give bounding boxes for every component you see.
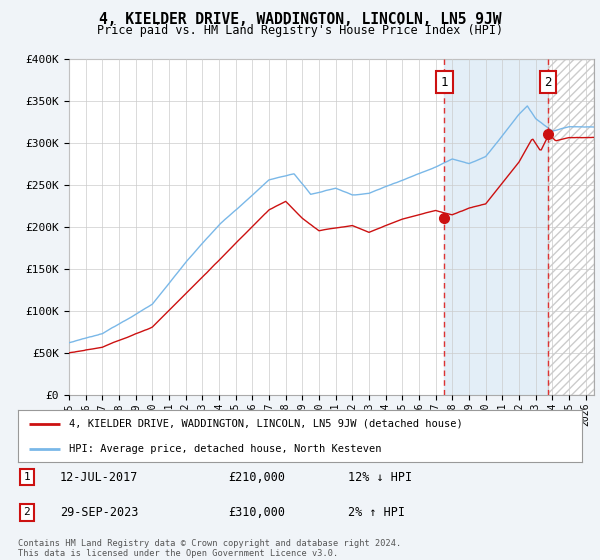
Text: HPI: Average price, detached house, North Kesteven: HPI: Average price, detached house, Nort… xyxy=(69,444,381,454)
Text: £310,000: £310,000 xyxy=(228,506,285,519)
Bar xyxy=(548,59,594,395)
Bar xyxy=(445,59,548,395)
Text: 2: 2 xyxy=(23,507,31,517)
Text: 2% ↑ HPI: 2% ↑ HPI xyxy=(348,506,405,519)
Text: 4, KIELDER DRIVE, WADDINGTON, LINCOLN, LN5 9JW (detached house): 4, KIELDER DRIVE, WADDINGTON, LINCOLN, L… xyxy=(69,419,463,429)
Text: 2: 2 xyxy=(544,76,552,89)
Text: 12-JUL-2017: 12-JUL-2017 xyxy=(60,470,139,484)
Text: 1: 1 xyxy=(441,76,448,89)
Text: 1: 1 xyxy=(23,472,31,482)
Bar xyxy=(548,59,594,395)
Text: 29-SEP-2023: 29-SEP-2023 xyxy=(60,506,139,519)
Text: 4, KIELDER DRIVE, WADDINGTON, LINCOLN, LN5 9JW: 4, KIELDER DRIVE, WADDINGTON, LINCOLN, L… xyxy=(99,12,501,27)
Text: Contains HM Land Registry data © Crown copyright and database right 2024.
This d: Contains HM Land Registry data © Crown c… xyxy=(18,539,401,558)
Text: Price paid vs. HM Land Registry's House Price Index (HPI): Price paid vs. HM Land Registry's House … xyxy=(97,24,503,37)
Text: 12% ↓ HPI: 12% ↓ HPI xyxy=(348,470,412,484)
Text: £210,000: £210,000 xyxy=(228,470,285,484)
